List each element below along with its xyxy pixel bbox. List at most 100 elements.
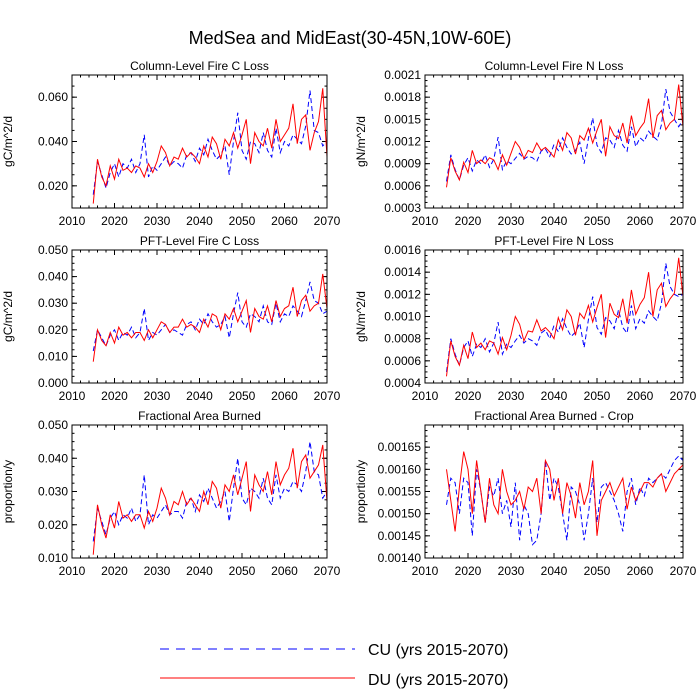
x-tick-label: 2070 <box>314 389 341 403</box>
panel-title: PFT-Level Fire C Loss <box>140 234 259 248</box>
y-axis-label: gN/m^2/d <box>354 116 368 167</box>
chart-panel-6: Fractional Area Burned - Crop proportion/… <box>354 409 697 578</box>
x-tick-label: 2060 <box>271 564 298 578</box>
x-tick-label: 2020 <box>455 564 482 578</box>
x-tick-label: 2020 <box>455 389 482 403</box>
y-axis-label: proportion/y <box>354 460 368 523</box>
y-tick-label: 0.010 <box>38 551 68 565</box>
x-tick-label: 2030 <box>144 214 171 228</box>
x-tick-label: 2010 <box>412 389 439 403</box>
x-tick-label: 2020 <box>101 564 128 578</box>
x-tick-label: 2010 <box>59 214 86 228</box>
x-tick-label: 2050 <box>229 214 256 228</box>
chart-panel-2: Column-Level Fire N Loss gN/m^2/d 2010 2020… <box>354 59 697 228</box>
y-axis-label: proportion/y <box>1 460 15 523</box>
x-tick-label: 2060 <box>271 214 298 228</box>
y-tick-label: 0.00150 <box>378 507 422 521</box>
y-tick-label: 0.00145 <box>378 529 422 543</box>
legend-cu-label: CU (yrs 2015-2070) <box>368 642 509 659</box>
series-line-cu <box>92 90 328 195</box>
x-tick-label: 2030 <box>144 564 171 578</box>
series-line-du <box>92 444 328 555</box>
y-tick-label: 0.0008 <box>384 332 421 346</box>
y-tick-label: 0.040 <box>38 451 68 465</box>
x-tick-label: 2070 <box>670 389 697 403</box>
x-tick-label: 2060 <box>627 389 654 403</box>
x-tick-label: 2070 <box>314 564 341 578</box>
y-tick-label: 0.040 <box>38 135 68 149</box>
x-tick-label: 2060 <box>627 214 654 228</box>
x-tick-label: 2060 <box>271 389 298 403</box>
panel-title: Fractional Area Burned - Crop <box>474 409 634 423</box>
x-tick-label: 2040 <box>541 214 568 228</box>
x-tick-label: 2050 <box>584 389 611 403</box>
x-tick-label: 2040 <box>186 389 213 403</box>
x-tick-label: 2050 <box>229 389 256 403</box>
x-tick-label: 2070 <box>314 214 341 228</box>
panel-title: PFT-Level Fire N Loss <box>494 234 613 248</box>
y-tick-label: 0.0009 <box>384 157 421 171</box>
series-line-cu <box>446 263 684 372</box>
x-tick-label: 2050 <box>229 564 256 578</box>
y-tick-label: 0.0006 <box>384 354 421 368</box>
y-tick-label: 0.0006 <box>384 179 421 193</box>
x-tick-label: 2030 <box>498 564 525 578</box>
x-tick-label: 2010 <box>412 214 439 228</box>
series-line-du <box>446 257 684 377</box>
panel-title: Fractional Area Burned <box>138 409 261 423</box>
y-axis-label: gN/m^2/d <box>354 291 368 342</box>
series-line-du <box>446 451 684 536</box>
plot-frame <box>424 424 684 559</box>
y-tick-label: 0.00140 <box>378 551 422 565</box>
panel-title: Column-Level Fire N Loss <box>485 59 624 73</box>
x-tick-label: 2050 <box>584 214 611 228</box>
x-tick-label: 2040 <box>541 389 568 403</box>
y-axis-label: gC/m^2/d <box>1 291 15 342</box>
x-tick-label: 2030 <box>144 389 171 403</box>
y-tick-label: 0.00155 <box>378 485 422 499</box>
x-tick-label: 2020 <box>101 214 128 228</box>
y-tick-label: 0.050 <box>38 418 68 432</box>
series-line-du <box>446 84 684 188</box>
series-line-cu <box>446 88 684 182</box>
panel-title: Column-Level Fire C Loss <box>130 59 269 73</box>
plot-frame <box>424 74 684 209</box>
chart-panel-3: PFT-Level Fire C Loss gC/m^2/d 2010 2020 203… <box>1 234 341 403</box>
x-tick-label: 2040 <box>186 214 213 228</box>
legend-du-label: DU (yrs 2015-2070) <box>368 672 509 689</box>
series-line-du <box>92 273 328 362</box>
plot-frame <box>71 424 328 559</box>
chart-panel-5: Fractional Area Burned proportion/y 2010 20… <box>1 409 341 578</box>
y-tick-label: 0.00165 <box>378 440 422 454</box>
x-tick-label: 2020 <box>455 214 482 228</box>
y-tick-label: 0.000 <box>38 376 68 390</box>
y-tick-label: 0.0021 <box>384 68 421 82</box>
x-tick-label: 2060 <box>627 564 654 578</box>
y-axis-label: gC/m^2/d <box>1 116 15 167</box>
y-tick-label: 0.040 <box>38 270 68 284</box>
chart-panel-4: PFT-Level Fire N Loss gN/m^2/d 2010 2020 203… <box>354 234 697 403</box>
y-tick-label: 0.0003 <box>384 201 421 215</box>
y-tick-label: 0.020 <box>38 179 68 193</box>
plot-frame <box>71 249 328 384</box>
y-tick-label: 0.00160 <box>378 462 422 476</box>
x-tick-label: 2010 <box>59 389 86 403</box>
figure-title: MedSea and MidEast(30-45N,10W-60E) <box>189 28 512 48</box>
panels: Column-Level Fire C Loss gC/m^2/d 2010 2020… <box>1 59 697 578</box>
plot-frame <box>424 249 684 384</box>
y-tick-label: 0.010 <box>38 349 68 363</box>
x-tick-label: 2030 <box>498 214 525 228</box>
x-tick-label: 2040 <box>186 564 213 578</box>
y-tick-label: 0.0014 <box>384 265 421 279</box>
x-tick-label: 2020 <box>101 389 128 403</box>
y-tick-label: 0.0015 <box>384 112 421 126</box>
chart-panel-1: Column-Level Fire C Loss gC/m^2/d 2010 2020… <box>1 59 341 228</box>
x-tick-label: 2070 <box>670 214 697 228</box>
x-tick-label: 2040 <box>541 564 568 578</box>
y-tick-label: 0.030 <box>38 296 68 310</box>
x-tick-label: 2070 <box>670 564 697 578</box>
y-tick-label: 0.020 <box>38 323 68 337</box>
y-tick-label: 0.020 <box>38 518 68 532</box>
y-tick-label: 0.060 <box>38 90 68 104</box>
